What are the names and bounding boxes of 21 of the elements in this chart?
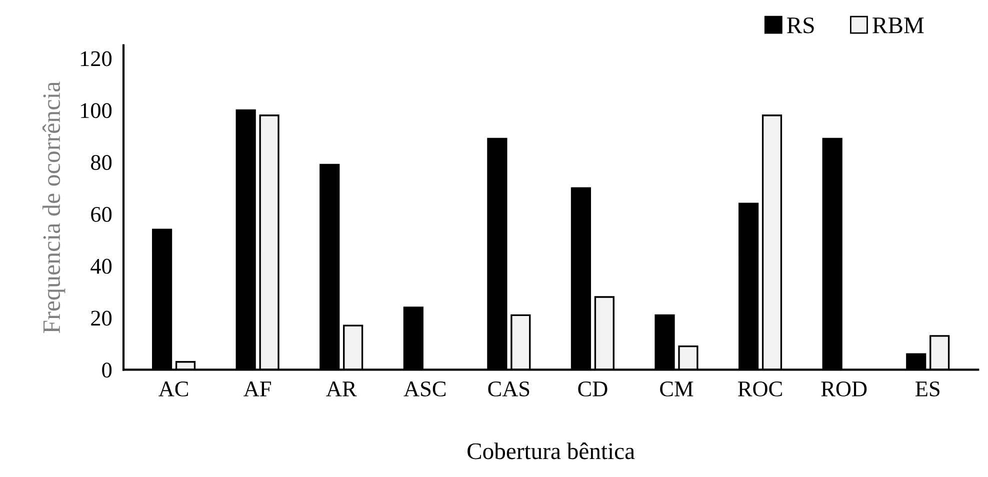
legend-label: RBM	[872, 18, 924, 34]
x-tick-label: CAS	[488, 381, 530, 396]
y-tick-label: 20	[91, 310, 112, 326]
y-tick-label: 40	[90, 258, 112, 274]
y-tick-label: 60	[91, 206, 112, 222]
x-tick-label: ROC	[738, 381, 782, 396]
x-axis-title: Cobertura bêntica	[468, 442, 635, 460]
y-tick-label: 0	[102, 362, 112, 378]
x-tick-label: AF	[244, 382, 271, 396]
y-tick-label: 120	[81, 51, 112, 66]
y-tick-label: 100	[81, 103, 112, 118]
x-tick-label: ASC	[404, 381, 446, 396]
x-tick-label: CM	[660, 381, 694, 396]
x-tick-label: CD	[578, 381, 608, 396]
x-tick-label: ES	[916, 381, 940, 396]
x-tick-label: ROD	[821, 381, 867, 396]
legend-label: RS	[787, 17, 814, 34]
y-tick-label: 80	[91, 155, 112, 170]
x-tick-label: AR	[326, 382, 357, 396]
y-axis-title: Frequencia de ocorrência	[42, 82, 66, 334]
x-tick-label: AC	[158, 381, 188, 396]
